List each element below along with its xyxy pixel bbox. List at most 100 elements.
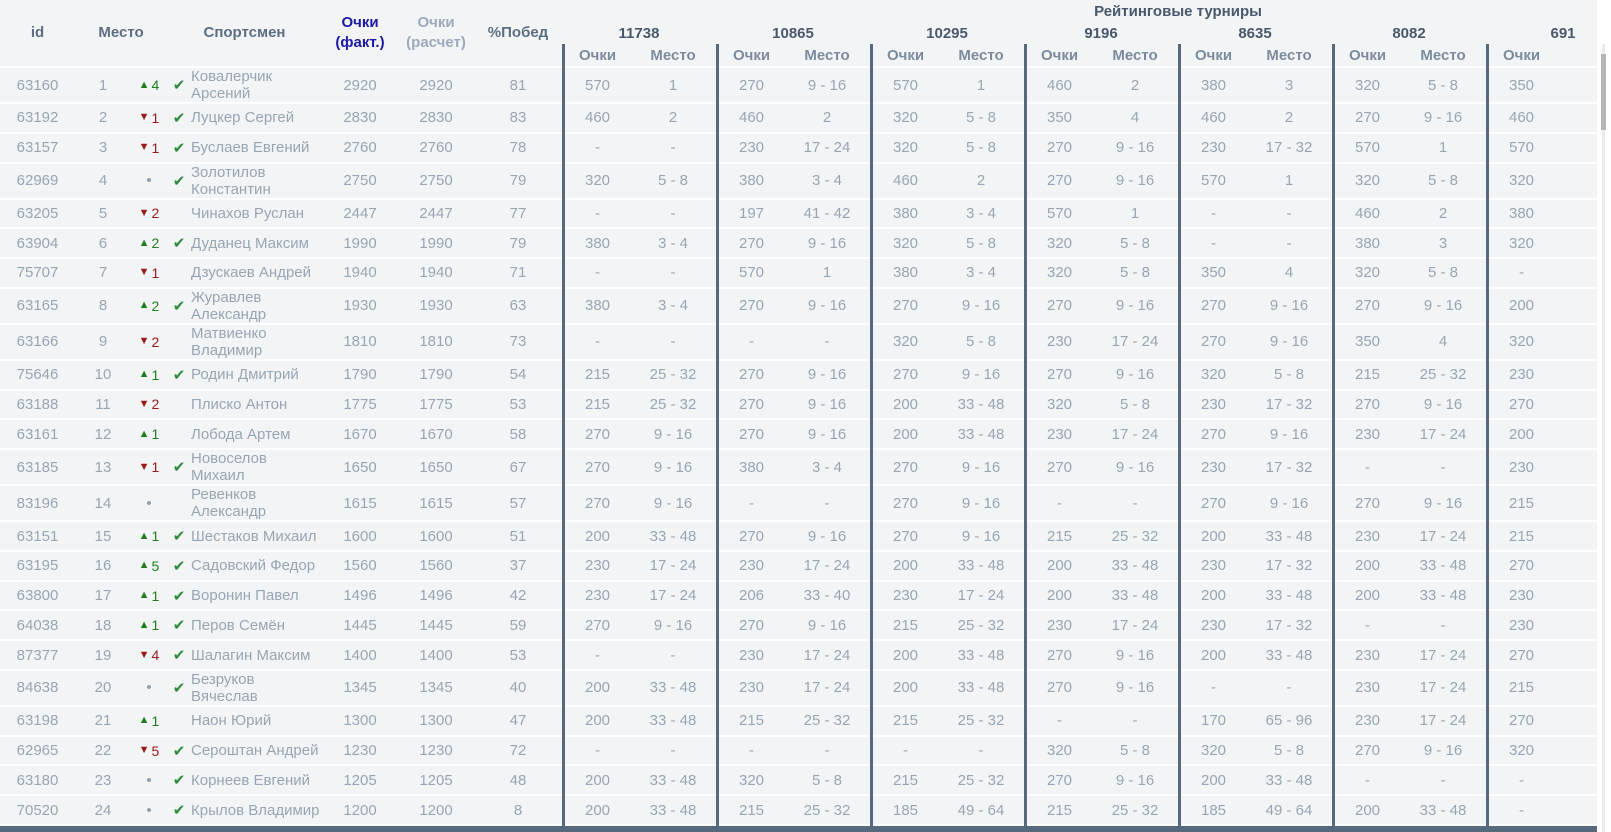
cell-tournament-place: 9 - 16 [1423, 494, 1463, 512]
cell-tournament-place: 5 - 8 [1273, 742, 1304, 760]
scrollbar-track[interactable] [1602, 44, 1605, 832]
cell-points-fact: 1345 [343, 679, 377, 697]
cell-athlete-id: 63195 [16, 557, 59, 575]
cell-confirmed: ✔ [167, 522, 191, 550]
cell-tournament-points: 230 [1508, 366, 1535, 384]
cell-tournament-place: 2 [1284, 109, 1294, 127]
trend-none-icon: • [146, 679, 152, 697]
table-row: 62969 4 • ✔ Золотилов Константин 2750 2750 79 32… [0, 163, 1597, 200]
tournament-subheader-points: Очки [886, 46, 925, 64]
cell-athlete-name: Буслаев Евгений [191, 139, 310, 157]
cell-tournament-points: 230 [738, 679, 765, 697]
cell-tournament-points: 215 [1046, 801, 1073, 819]
cell-place-trend: ▲ 1 [131, 582, 167, 610]
cell-tournament-points: 350 [1508, 76, 1535, 94]
cell-athlete-id: 63185 [16, 458, 59, 476]
cell-tournament-place: 9 - 16 [1115, 366, 1155, 384]
cell-confirmed: ✔ [167, 134, 191, 162]
column-divider [562, 44, 565, 826]
tournament-subheader-points: Очки [1194, 46, 1233, 64]
cell-confirmed: ✔ [167, 671, 191, 705]
cell-points-fact: 1650 [343, 458, 377, 476]
cell-tournament-points: 570 [738, 264, 765, 282]
scrollbar-thumb[interactable] [1601, 54, 1606, 130]
cell-tournament-points: 270 [738, 234, 765, 252]
cell-athlete-id: 63188 [16, 395, 59, 413]
cell-tournament-points: 320 [1354, 264, 1381, 282]
cell-tournament-points: - [1057, 494, 1062, 512]
cell-tournament-place: - [670, 646, 676, 664]
tournament-id: 9196 [1084, 24, 1118, 42]
cell-tournament-points: 320 [584, 172, 611, 190]
cell-tournament-place [1554, 522, 1597, 550]
cell-points-calc: 2750 [419, 172, 453, 190]
cell-tournament-place: 33 - 48 [649, 712, 697, 730]
cell-tournament-place: 17 - 24 [1111, 333, 1159, 351]
cell-points-calc: 1345 [419, 679, 453, 697]
cell-tournament-points: 200 [1200, 771, 1227, 789]
cell-win-pct: 72 [509, 742, 527, 760]
cell-tournament-points: 230 [1046, 333, 1073, 351]
cell-tournament-points: 185 [1200, 801, 1227, 819]
col-header-id: id [30, 24, 45, 41]
cell-points-calc: 1205 [419, 771, 453, 789]
cell-tournament-points: 270 [584, 425, 611, 443]
cell-athlete-name: Новоселов Михаил [191, 450, 267, 485]
cell-tournament-points: 350 [1200, 264, 1227, 282]
confirmed-check-icon: ✔ [172, 647, 186, 665]
cell-points-fact: 1930 [343, 297, 377, 315]
cell-place-trend: ▲ 5 [131, 552, 167, 580]
cell-tournament-points: - [1519, 264, 1524, 282]
cell-tournament-points: 230 [738, 646, 765, 664]
cell-points-fact: 1230 [343, 742, 377, 760]
cell-tournament-points: 270 [1046, 172, 1073, 190]
cell-tournament-place: 4 [1284, 264, 1294, 282]
tournament-subheader-place: Место [804, 46, 850, 64]
cell-tournament-place: 3 - 4 [965, 264, 996, 282]
cell-tournament-points: 270 [1508, 395, 1535, 413]
cell-tournament-points: 320 [1200, 742, 1227, 760]
cell-win-pct: 81 [509, 76, 527, 94]
confirmed-check-icon: ✔ [172, 802, 186, 820]
cell-place: 2 [98, 109, 108, 127]
cell-tournament-points: 206 [738, 587, 765, 605]
cell-confirmed: ✔ [167, 641, 191, 669]
table-body: 63160 1 ▲ 4 ✔ Ковалерчик Арсений 2920 2920 81 570… [0, 68, 1597, 827]
cell-tournament-place: 33 - 48 [649, 801, 697, 819]
cell-tournament-place [1554, 134, 1597, 162]
cell-points-calc: 1445 [419, 616, 453, 634]
cell-win-pct: 79 [509, 234, 527, 252]
cell-tournament-points: - [749, 494, 754, 512]
cell-points-fact: 1940 [343, 264, 377, 282]
cell-win-pct: 79 [509, 172, 527, 190]
cell-tournament-place: 17 - 24 [803, 557, 851, 575]
cell-tournament-points: 185 [892, 801, 919, 819]
cell-place: 21 [94, 712, 112, 730]
column-divider [1178, 44, 1181, 826]
cell-tournament-points: 380 [1200, 76, 1227, 94]
cell-win-pct: 47 [509, 712, 527, 730]
cell-points-fact: 1615 [343, 494, 377, 512]
cell-place: 11 [95, 395, 111, 413]
cell-points-calc: 1560 [419, 557, 453, 575]
cell-tournament-place: 33 - 48 [1419, 587, 1467, 605]
confirmed-check-icon: ✔ [172, 679, 186, 697]
col-header-winpct: %Побед [487, 24, 549, 41]
cell-place: 5 [98, 204, 108, 222]
table-row: 64038 18 ▲ 1 ✔ Перов Семён 1445 1445 59 270 9 - 16… [0, 611, 1597, 642]
cell-tournament-points: 270 [738, 76, 765, 94]
cell-tournament-points: 570 [892, 76, 919, 94]
trend-down-icon: ▼ [138, 141, 150, 154]
cell-tournament-place: 4 [1438, 333, 1448, 351]
cell-win-pct: 54 [509, 366, 527, 384]
cell-tournament-place: 33 - 48 [1265, 527, 1313, 545]
cell-tournament-points: 320 [1508, 742, 1535, 760]
cell-tournament-place: - [670, 139, 676, 157]
cell-points-fact: 1400 [343, 646, 377, 664]
cell-tournament-place: 17 - 24 [1419, 527, 1467, 545]
cell-confirmed: ✔ [167, 104, 191, 132]
table-bottom-border [0, 826, 1597, 832]
cell-tournament-points: 570 [584, 76, 611, 94]
tournament-subheader-place: Место [1420, 46, 1466, 64]
